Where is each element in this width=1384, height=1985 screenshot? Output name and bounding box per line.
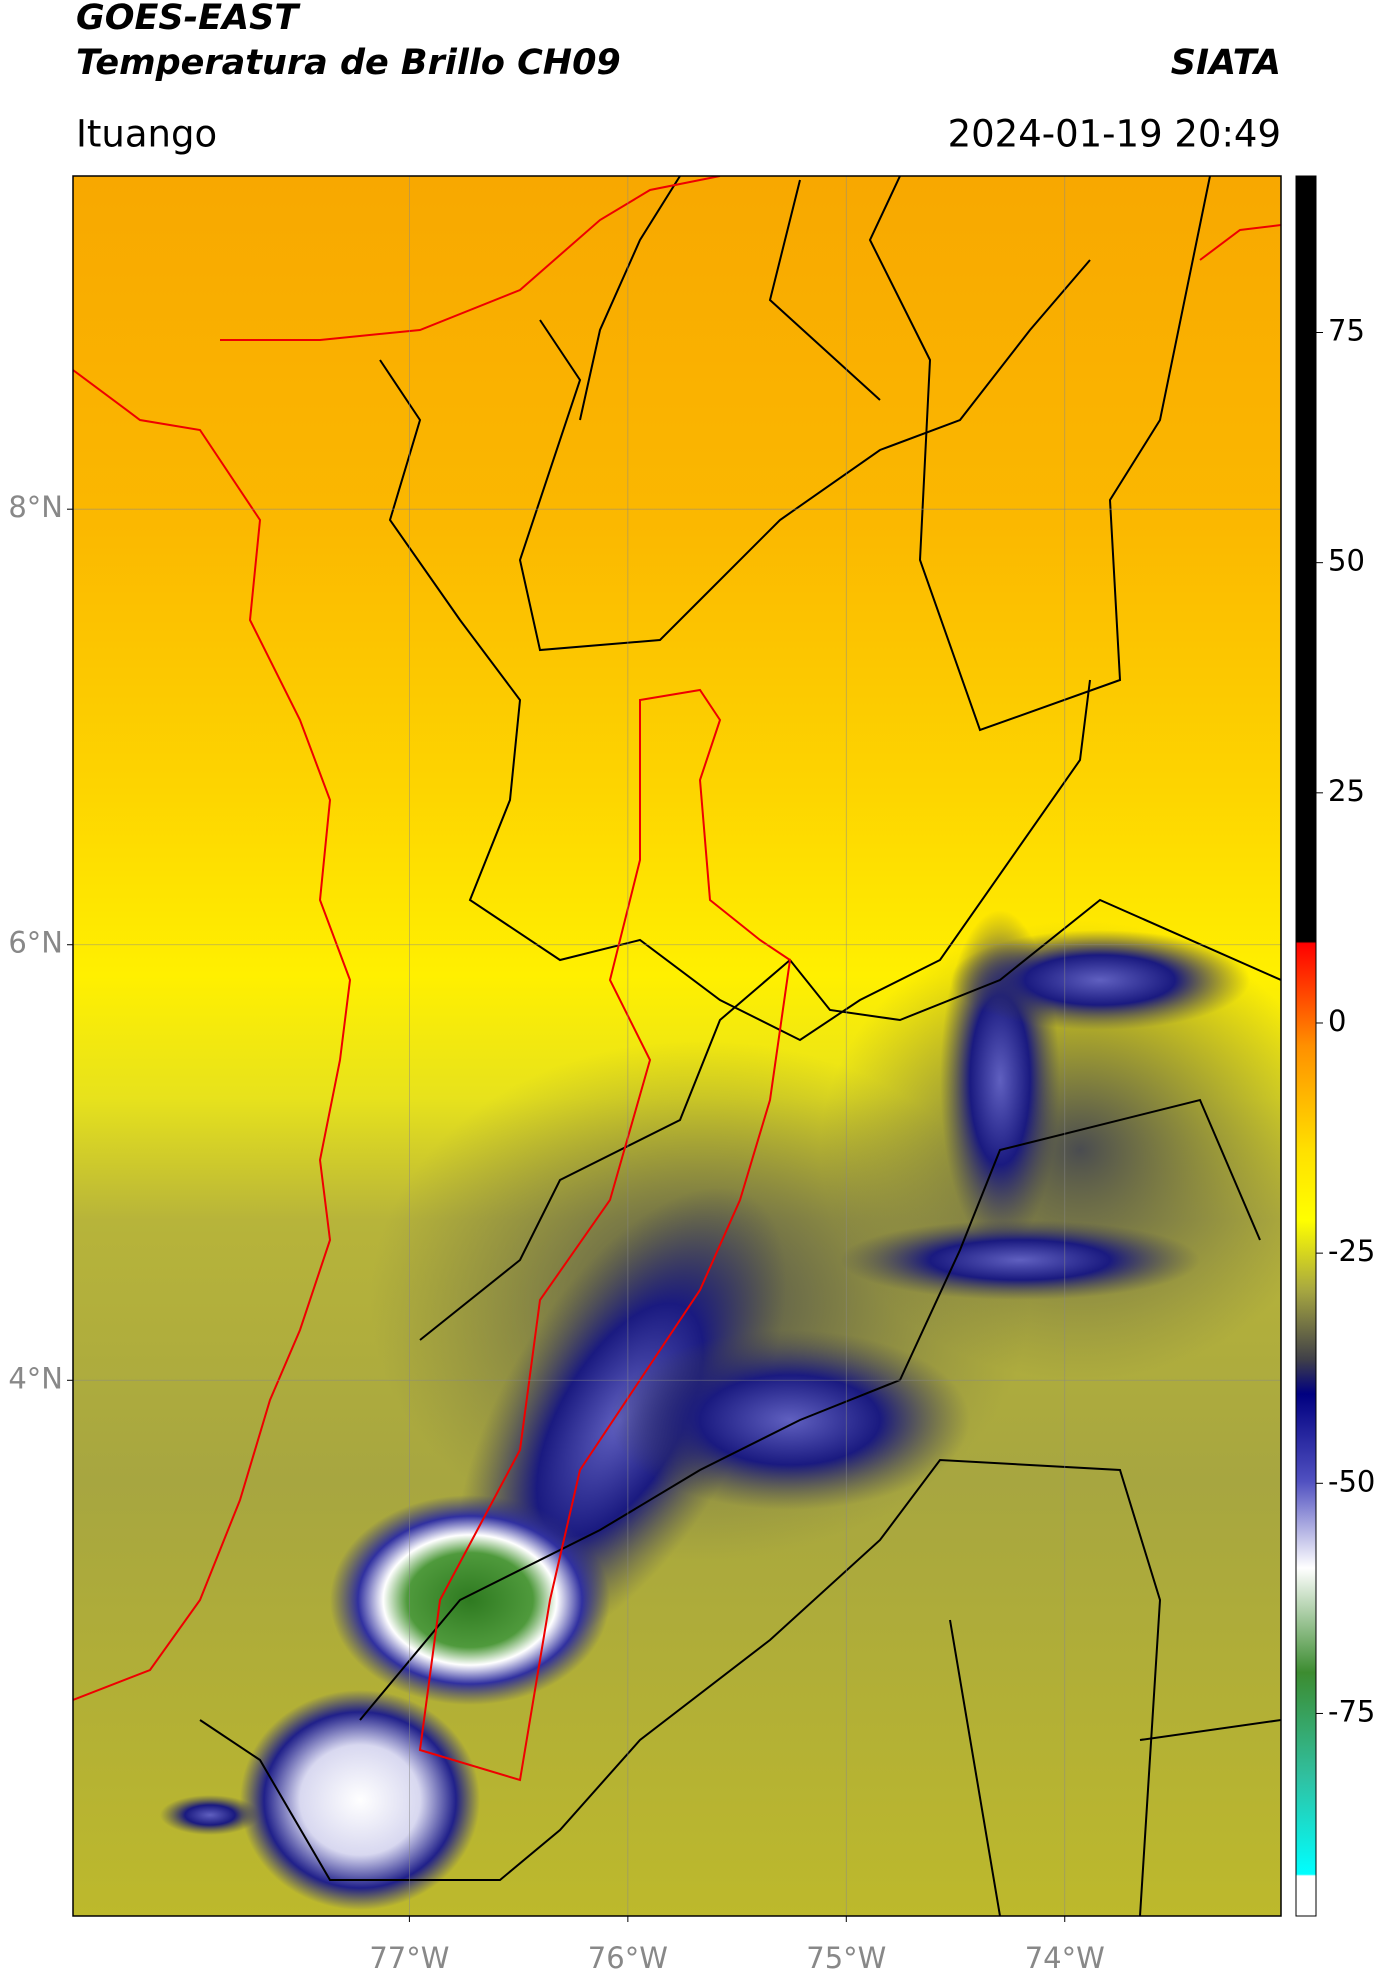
colorbar-label: 25 bbox=[1328, 774, 1365, 808]
basin-outline bbox=[418, 688, 792, 1782]
datetime: 2024-01-19 20:49 bbox=[948, 113, 1281, 156]
boundary bbox=[579, 176, 881, 421]
title: GOES-EAST bbox=[76, 0, 301, 38]
colorbar-label: 50 bbox=[1328, 544, 1365, 578]
cloud-area bbox=[610, 1330, 970, 1510]
boundary bbox=[359, 1098, 1261, 1721]
lon-label: 77°W bbox=[369, 1941, 449, 1975]
source: SIATA bbox=[1171, 43, 1281, 83]
colorbar-label: 0 bbox=[1328, 1004, 1346, 1038]
boundary bbox=[949, 1619, 1281, 1916]
lon-label: 76°W bbox=[588, 1941, 668, 1975]
coastline bbox=[220, 176, 721, 341]
lat-label: 4°N bbox=[8, 1361, 63, 1395]
colorbar-label: 75 bbox=[1328, 314, 1365, 348]
subtitle: Temperatura de Brillo CH09 bbox=[76, 43, 621, 83]
cloud-area bbox=[160, 1795, 260, 1835]
boundary bbox=[199, 1458, 1162, 1916]
lat-label: 8°N bbox=[8, 490, 63, 524]
coastline bbox=[73, 369, 352, 1701]
coastline bbox=[1199, 224, 1281, 261]
colorbar-label: -25 bbox=[1328, 1234, 1375, 1268]
lon-label: 75°W bbox=[806, 1941, 886, 1975]
map-field bbox=[73, 176, 1281, 1916]
outlines bbox=[73, 176, 1281, 1782]
cold-cloud bbox=[330, 1495, 610, 1705]
lat-label: 6°N bbox=[8, 926, 63, 960]
cold-cloud bbox=[240, 1690, 480, 1910]
boundary bbox=[868, 176, 1211, 732]
boundary bbox=[379, 359, 1091, 1042]
boundary bbox=[518, 259, 1091, 652]
location: Ituango bbox=[76, 113, 217, 156]
colorbar-label: -75 bbox=[1328, 1694, 1375, 1728]
cloud-area bbox=[950, 930, 1250, 1030]
colorbar-label: -50 bbox=[1328, 1464, 1375, 1498]
map-frame bbox=[72, 175, 1282, 1917]
lon-label: 74°W bbox=[1025, 1941, 1105, 1975]
graticule bbox=[73, 176, 1281, 1916]
colorbar bbox=[1295, 175, 1317, 1917]
cloud-area bbox=[840, 1220, 1200, 1300]
